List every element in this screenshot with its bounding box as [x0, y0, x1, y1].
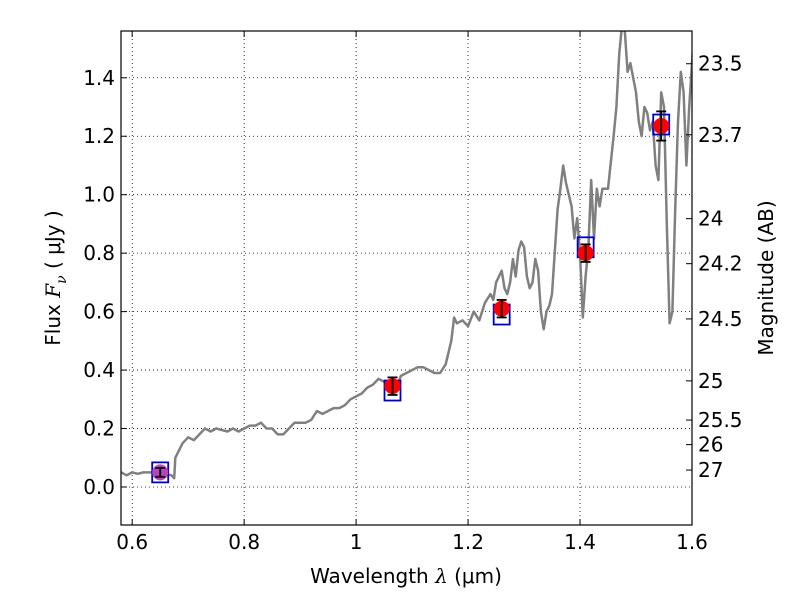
y-tick-label: 0.2	[83, 417, 115, 441]
y-tick-label: 0.0	[83, 475, 115, 499]
right-tick-label: 26	[698, 433, 723, 457]
y-tick-label: 1.4	[83, 66, 115, 90]
right-tick-label: 24.2	[698, 252, 743, 276]
ticks: 0.6 0.8 1 1.2 1.4 1.6 0.0 0.2 0.4 0.6 0.8 1.0 1.2 1.4…	[83, 31, 743, 554]
x-tick-label: 1	[350, 530, 363, 554]
y-tick-label: 0.8	[83, 241, 115, 265]
right-tick-label: 24	[698, 207, 723, 231]
right-tick-label: 23.7	[698, 123, 743, 147]
right-tick-label: 24.5	[698, 307, 743, 331]
y-tick-label: 1.2	[83, 124, 115, 148]
grid	[121, 31, 693, 525]
right-tick-label: 25.5	[698, 408, 743, 432]
x-tick-label: 0.6	[116, 530, 148, 554]
series	[121, 31, 692, 484]
right-tick-label: 25	[698, 369, 723, 393]
x-tick-label: 1.4	[564, 530, 596, 554]
right-axis-label: Magnitude (AB)	[754, 200, 778, 355]
right-tick-label: 23.5	[698, 52, 743, 76]
right-tick-label: 27	[698, 458, 723, 482]
x-tick-label: 1.2	[452, 530, 484, 554]
y-tick-label: 1.0	[83, 183, 115, 207]
y-tick-label: 0.4	[83, 358, 115, 382]
x-tick-label: 1.6	[676, 530, 708, 554]
y-tick-label: 0.6	[83, 300, 115, 324]
spectrum-line	[121, 31, 692, 480]
y-axis-label: Flux Fν ( μJy )	[41, 210, 70, 345]
x-axis-label: Wavelength λ (μm)	[310, 564, 502, 588]
plot-frame	[120, 30, 693, 526]
x-tick-label: 0.8	[228, 530, 260, 554]
